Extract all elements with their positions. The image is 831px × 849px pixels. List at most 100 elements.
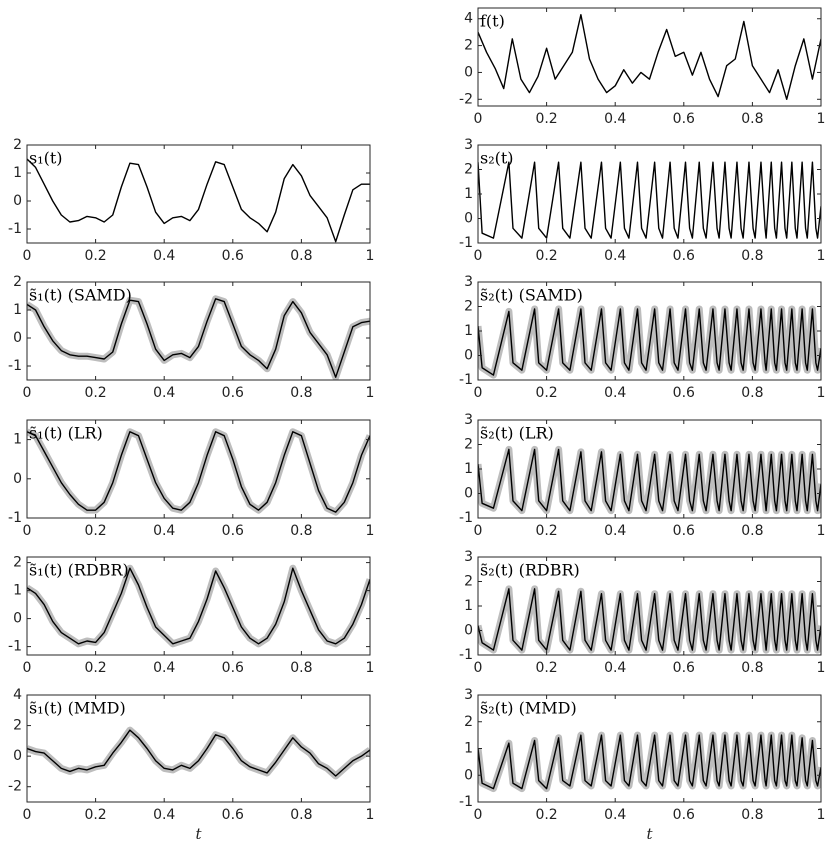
x-tick-label: 0 [23, 807, 32, 823]
plot-area [478, 731, 821, 793]
x-tick-label: 1 [817, 248, 826, 264]
panel-title: f(t) [480, 12, 505, 31]
y-tick-label: 0 [13, 611, 22, 627]
y-tick-label: 1 [13, 302, 22, 318]
x-tick-label: 0.4 [604, 385, 626, 401]
x-tick-label: 0.6 [222, 248, 244, 264]
y-tick-label: 0 [13, 748, 22, 764]
axes-box [26, 694, 371, 803]
y-tick-label: 0 [464, 64, 473, 80]
spread-band [27, 428, 370, 516]
x-tick-label: 0.8 [741, 807, 763, 823]
x-tick-label: 1 [366, 248, 375, 264]
x-tick-label: 0.2 [84, 385, 106, 401]
y-tick-label: 2 [464, 162, 473, 178]
y-tick-label: -1 [8, 639, 22, 655]
x-tick-label: 0.2 [535, 248, 557, 264]
x-tick-label: 0.2 [84, 248, 106, 264]
panel-title: s̃₁(t) (MMD) [29, 699, 126, 718]
panel-title: s̃₂(t) (MMD) [480, 699, 577, 718]
plot-area [478, 585, 821, 654]
x-tick-label: 0 [23, 248, 32, 264]
y-tick-label: 4 [464, 11, 473, 27]
x-tick-label: 0.2 [535, 660, 557, 676]
y-tick-label: -1 [8, 221, 22, 237]
y-tick-label: 1 [13, 432, 22, 448]
plot-area [27, 564, 370, 648]
x-tick-label: 0.6 [673, 248, 695, 264]
x-tick-label: 0.8 [290, 660, 312, 676]
x-tick-label: 0 [474, 523, 483, 539]
y-tick-label: 0 [13, 330, 22, 346]
y-tick-label: -1 [8, 510, 22, 526]
y-tick-label: 3 [464, 274, 473, 290]
signal-line [478, 161, 821, 239]
y-tick-label: 0 [464, 211, 473, 227]
y-tick-label: 2 [13, 555, 22, 571]
x-tick-label: 0 [23, 523, 32, 539]
plot-area [27, 428, 370, 516]
x-tick-label: 0.8 [741, 523, 763, 539]
y-tick-label: -1 [8, 358, 22, 374]
x-tick-label: 1 [817, 523, 826, 539]
panel-title: s̃₁(t) (LR) [29, 424, 103, 443]
x-axis-label: t [646, 825, 653, 843]
x-tick-label: 0.4 [153, 807, 175, 823]
x-tick-label: 0.8 [741, 111, 763, 127]
y-tick-label: 1 [13, 583, 22, 599]
panel-title: s̃₂(t) (LR) [480, 424, 554, 443]
x-tick-label: 0 [474, 807, 483, 823]
plot-area [478, 445, 821, 515]
axes-box [26, 281, 371, 381]
x-tick-label: 0.6 [222, 385, 244, 401]
y-tick-label: 2 [464, 299, 473, 315]
y-tick-label: -2 [459, 91, 473, 107]
y-tick-label: -1 [459, 510, 473, 526]
signal-line [478, 308, 821, 376]
signal-line [27, 431, 370, 513]
y-tick-label: 2 [464, 574, 473, 590]
panel-title: s̃₁(t) (RDBR) [29, 561, 129, 580]
axes-box [26, 556, 371, 656]
x-tick-label: 0.6 [673, 807, 695, 823]
x-tick-label: 1 [817, 807, 826, 823]
x-tick-label: 0.6 [673, 385, 695, 401]
x-tick-label: 0.6 [673, 660, 695, 676]
x-tick-label: 0 [474, 385, 483, 401]
plot-area [478, 14, 821, 100]
y-tick-label: 0 [13, 471, 22, 487]
x-tick-label: 0 [474, 660, 483, 676]
y-tick-label: 1 [13, 165, 22, 181]
x-tick-label: 0.2 [84, 807, 106, 823]
y-tick-label: 2 [13, 137, 22, 153]
x-tick-label: 0.2 [84, 660, 106, 676]
plot-area [478, 161, 821, 239]
x-tick-label: 0.2 [535, 807, 557, 823]
x-tick-label: 0.4 [604, 111, 626, 127]
plot-area [27, 726, 370, 780]
y-tick-label: -1 [459, 372, 473, 388]
x-tick-label: 0.4 [604, 660, 626, 676]
y-tick-label: 0 [464, 348, 473, 364]
x-tick-label: 1 [366, 660, 375, 676]
y-tick-label: 0 [464, 767, 473, 783]
x-tick-label: 0.8 [741, 385, 763, 401]
signal-line [27, 567, 370, 645]
y-tick-label: 1 [464, 598, 473, 614]
x-tick-label: 0 [474, 248, 483, 264]
plot-area [27, 295, 370, 380]
signal-line [478, 14, 821, 100]
x-tick-label: 0.2 [535, 523, 557, 539]
x-tick-label: 0.6 [222, 660, 244, 676]
y-tick-label: 3 [464, 412, 473, 428]
y-tick-label: 2 [13, 718, 22, 734]
